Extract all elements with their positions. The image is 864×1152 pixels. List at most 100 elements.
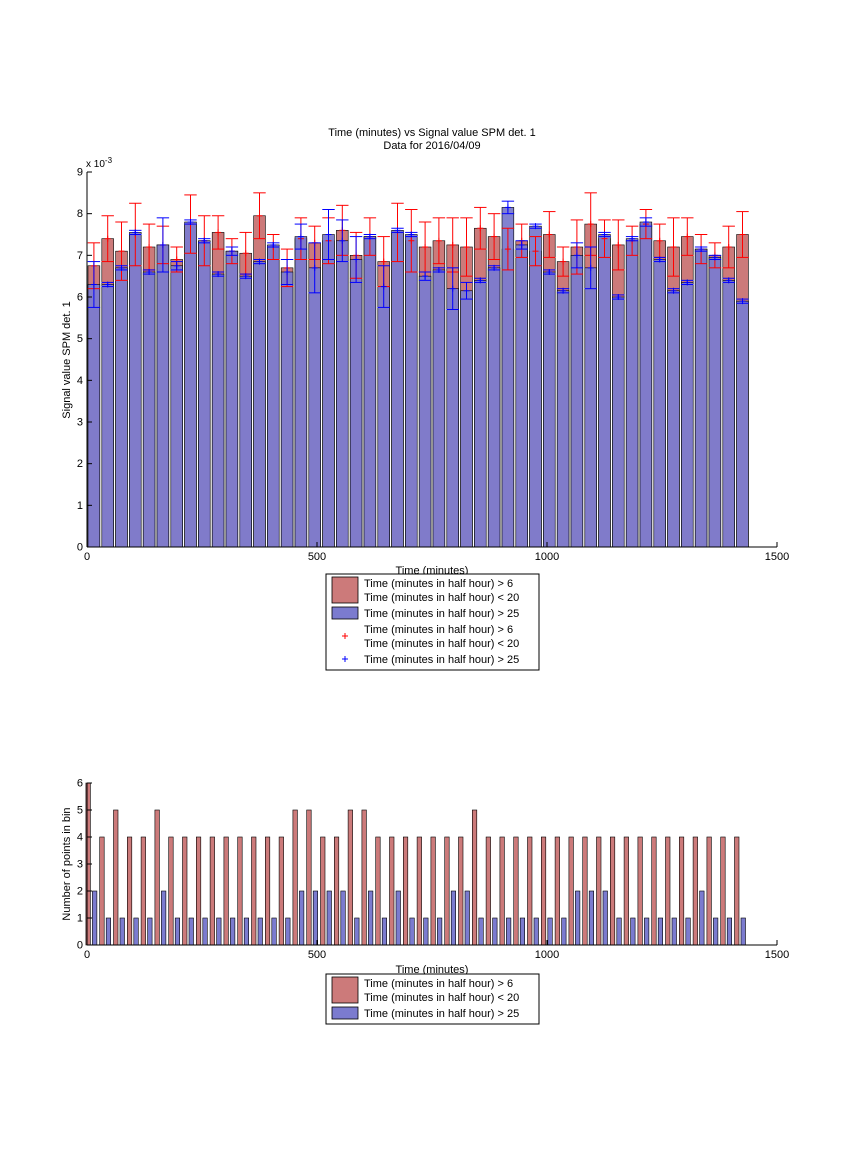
count-bar-red — [692, 836, 698, 946]
bar-blue — [625, 238, 639, 548]
bar-blue — [418, 275, 432, 548]
count-bar-red — [251, 836, 257, 946]
legend-box — [325, 973, 540, 1025]
bar-group — [87, 207, 749, 548]
count-bar-blue — [395, 890, 401, 946]
x-tick-label: 1500 — [765, 949, 789, 961]
y-tick-label: 8 — [77, 208, 83, 220]
count-bar-blue — [533, 917, 539, 946]
bar-blue — [736, 300, 749, 548]
bar-blue — [363, 236, 377, 548]
count-bar-blue — [685, 917, 691, 946]
count-bar-blue — [699, 890, 705, 946]
count-bar-blue — [450, 890, 457, 946]
bar-blue — [584, 267, 597, 548]
bar-group — [85, 782, 746, 946]
count-bar-red — [596, 836, 602, 946]
count-bar-red — [637, 836, 643, 946]
bar-blue — [101, 284, 114, 548]
count-bar-red — [113, 809, 119, 946]
bar-blue — [474, 280, 487, 548]
count-bar-red — [196, 836, 202, 946]
legend-swatch — [331, 576, 359, 604]
count-bar-red — [182, 836, 188, 946]
count-bar-red — [720, 836, 726, 946]
y-tick-label: 2 — [77, 458, 83, 470]
count-bar-blue — [671, 917, 677, 946]
count-bar-blue — [312, 890, 319, 946]
count-bar-red — [361, 809, 367, 946]
count-bar-red — [292, 809, 298, 946]
count-bar-red — [651, 836, 657, 946]
count-bar-blue — [547, 917, 553, 946]
count-bar-red — [499, 836, 505, 946]
axes: 0 500 1000 1500 0 1 2 3 4 5 6 7 8 9 — [77, 167, 789, 564]
count-bar-red — [154, 809, 160, 946]
count-bar-blue — [230, 917, 236, 946]
bar-blue — [391, 230, 404, 548]
count-bar-blue — [174, 917, 180, 946]
count-bar-red — [540, 836, 547, 946]
count-bar-blue — [326, 890, 332, 946]
count-bar-blue — [92, 890, 98, 946]
count-bar-red — [609, 836, 616, 946]
y-tick-label: 5 — [77, 805, 83, 817]
count-bar-blue — [519, 917, 526, 946]
y-tick-label: 6 — [77, 778, 83, 790]
x-tick-label: 0 — [84, 551, 90, 563]
bar-blue — [598, 234, 611, 548]
count-bar-red — [623, 836, 629, 946]
x-tick-label: 500 — [308, 949, 326, 961]
count-bar-blue — [630, 917, 636, 946]
bar-blue — [142, 271, 156, 548]
legend-label: Time (minutes in half hour) > 25 — [364, 1008, 519, 1020]
count-bar-blue — [299, 890, 305, 946]
bar-blue — [612, 296, 625, 548]
legend: Time (minutes in half hour) > 6 Time (min… — [325, 573, 540, 671]
count-bar-blue — [202, 917, 208, 946]
count-bar-blue — [561, 917, 567, 946]
bar-blue — [722, 280, 735, 548]
y-tick-label: 2 — [77, 886, 83, 898]
x-tick-label: 1500 — [765, 551, 789, 563]
x-tick-label: 0 — [84, 949, 90, 961]
count-bar-blue — [492, 917, 498, 946]
count-bar-blue — [161, 890, 167, 946]
bar-blue — [267, 244, 280, 548]
count-bar-red — [278, 836, 284, 946]
count-bar-blue — [188, 917, 194, 946]
count-bar-blue — [602, 890, 608, 946]
count-bar-blue — [644, 917, 650, 946]
bar-blue — [87, 284, 101, 548]
count-bar-blue — [726, 917, 733, 946]
count-bar-blue — [740, 917, 746, 946]
count-bar-red — [168, 836, 174, 946]
bar-blue — [556, 290, 570, 548]
count-bar-red — [513, 836, 519, 946]
count-bar-red — [127, 836, 133, 946]
count-bar-blue — [409, 917, 415, 946]
legend-label: Time (minutes in half hour) > 6 — [364, 978, 513, 990]
count-bar-blue — [506, 917, 512, 946]
y-tick-label: 4 — [77, 832, 83, 844]
legend-label: Time (minutes in half hour) < 20 — [364, 638, 519, 650]
count-bar-red — [347, 809, 353, 946]
legend-label: Time (minutes in half hour) > 25 — [364, 608, 519, 620]
count-bar-red — [444, 836, 450, 946]
count-bar-red — [223, 836, 229, 946]
bar-blue — [308, 267, 321, 548]
signal-chart: Time (minutes) vs Signal value SPM det. … — [61, 127, 789, 671]
count-bar-red — [209, 836, 215, 946]
count-bar-red — [665, 836, 671, 946]
legend-label: Time (minutes in half hour) > 25 — [364, 654, 519, 666]
y-axis-label: Number of points in bin — [61, 807, 73, 920]
bar-blue — [446, 288, 459, 548]
count-bar-blue — [464, 890, 470, 946]
legend-label: Time (minutes in half hour) > 6 — [364, 624, 513, 636]
count-bar-blue — [657, 917, 664, 946]
bar-blue — [570, 255, 584, 548]
count-bar-blue — [478, 917, 484, 946]
count-bar-blue — [147, 917, 153, 946]
bar-blue — [681, 282, 694, 548]
